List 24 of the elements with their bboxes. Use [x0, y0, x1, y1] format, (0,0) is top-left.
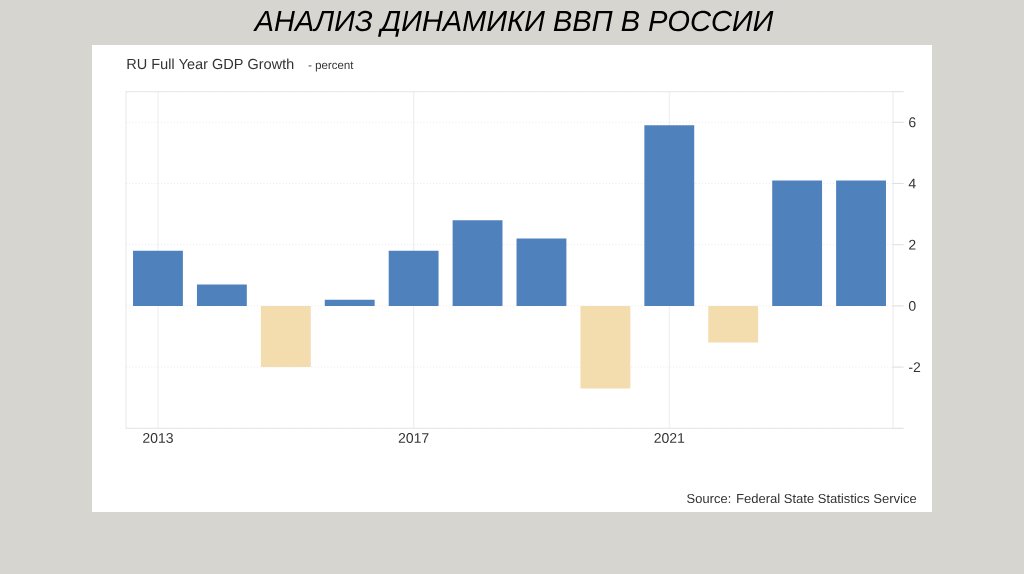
bar	[516, 238, 567, 306]
y-axis-title: - percent	[308, 61, 354, 72]
x-tick-label: 2013	[143, 433, 173, 443]
bar	[708, 305, 759, 343]
bar	[772, 180, 823, 306]
y-tick-label: -2	[909, 362, 921, 372]
bar	[133, 250, 183, 306]
y-tick-label: 6	[909, 117, 916, 128]
y-tick-label: 0	[908, 300, 916, 311]
bar	[196, 284, 247, 306]
bar	[580, 305, 631, 389]
bar	[260, 305, 311, 368]
x-tick-label: 2021	[654, 433, 685, 443]
bar	[644, 125, 695, 306]
x-tick-label: 2017	[398, 433, 429, 443]
bar	[452, 220, 503, 306]
bar	[388, 250, 439, 306]
y-tick-label: 2	[909, 239, 916, 250]
chart-subtitle: RU Full Year GDP Growth	[127, 58, 294, 70]
source-note: Source: Federal State Statistics Service	[687, 493, 917, 504]
bar	[324, 299, 375, 306]
chart-title: АНАЛИЗ ДИНАМИКИ ВВП В РОССИИ	[253, 10, 774, 37]
y-tick-label: 4	[908, 178, 916, 189]
bar	[836, 180, 886, 306]
